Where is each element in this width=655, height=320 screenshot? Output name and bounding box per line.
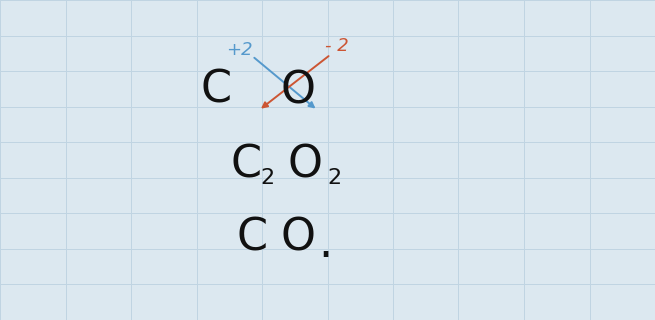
Text: C: C: [230, 143, 261, 186]
Text: +2: +2: [226, 41, 252, 59]
Text: - 2: - 2: [326, 37, 349, 55]
Text: O: O: [280, 217, 316, 260]
Text: C: C: [236, 217, 268, 260]
Text: .: .: [318, 223, 333, 266]
Text: 2: 2: [260, 168, 274, 188]
Text: O: O: [280, 70, 316, 113]
Text: C: C: [200, 68, 232, 111]
Text: O: O: [287, 143, 322, 186]
Text: 2: 2: [327, 168, 341, 188]
